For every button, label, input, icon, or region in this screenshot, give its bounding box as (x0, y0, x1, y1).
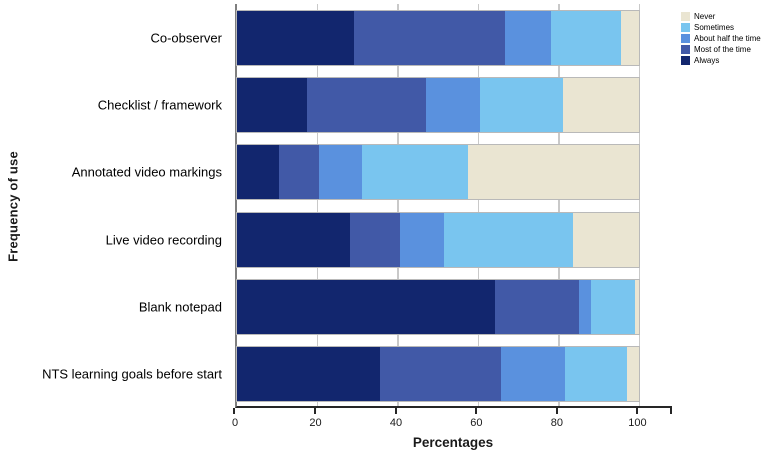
category-label: Blank notepad (138, 299, 222, 315)
bar-segment (562, 78, 640, 132)
category-label: Checklist / framework (97, 97, 222, 113)
legend-item: About half the time (681, 33, 761, 44)
tick-label: 60 (470, 417, 483, 429)
category-labels: Co-observer Checklist / framework Annotate… (0, 4, 228, 408)
x-axis-title: Percentages (412, 435, 494, 450)
tick-mark (233, 408, 235, 414)
bar-segment (237, 78, 308, 132)
bar-segment (635, 280, 640, 334)
bar-segment (627, 347, 640, 402)
tick-mark-end (670, 408, 672, 414)
category-label: Co-observer (150, 30, 222, 46)
legend-label: Sometimes (694, 23, 735, 32)
bar-segment (237, 280, 495, 334)
legend: Never Sometimes About half the time Most of… (681, 11, 761, 66)
category-label: Live video recording (105, 232, 222, 248)
bar-segment (591, 280, 636, 334)
bar-segment (361, 145, 469, 200)
legend-label: About half the time (694, 34, 761, 43)
legend-swatch-icon (681, 12, 690, 21)
gridline-80 (558, 4, 560, 406)
tick-mark (555, 408, 558, 414)
bar-row (235, 144, 641, 201)
legend-item: Always (681, 55, 761, 66)
tick-mark (636, 408, 639, 414)
legend-item: Most of the time (681, 44, 761, 55)
tick-mark (314, 408, 317, 414)
bar-segment (550, 10, 622, 65)
tick-label: 80 (550, 417, 564, 429)
bar-row (235, 279, 641, 335)
bar-segment (621, 10, 640, 65)
bar-segment (307, 78, 427, 132)
bar-segment (349, 212, 400, 267)
bar-row (235, 77, 641, 133)
bar-segment (237, 10, 354, 65)
gridline-20 (316, 4, 319, 406)
legend-swatch-icon (681, 45, 690, 54)
category-label: NTS learning goals before start (42, 366, 222, 382)
bar-segment (504, 10, 551, 65)
category-label: Annotated video markings (71, 164, 222, 180)
tick-mark (475, 408, 478, 414)
bar-row (235, 346, 641, 403)
bar-segment (237, 347, 380, 402)
legend-swatch-icon (681, 34, 690, 43)
bar-segment (379, 347, 501, 402)
tick-label: 0 (231, 417, 239, 429)
plot-area (235, 4, 672, 408)
legend-swatch-icon (681, 56, 690, 65)
bar-segment (468, 145, 640, 200)
legend-swatch-icon (681, 23, 690, 32)
legend-item: Never (681, 11, 761, 22)
bar-segment (237, 212, 350, 267)
bar-segment (399, 212, 445, 267)
bar-row (235, 9, 641, 66)
bar-row (235, 211, 641, 268)
tick-mark (394, 408, 397, 414)
legend-label: Never (694, 12, 716, 21)
legend-label: Always (694, 56, 720, 65)
bar-segment (494, 280, 580, 334)
bar-segment (237, 145, 280, 200)
bar-segment (444, 212, 573, 267)
bar-segment (564, 347, 628, 402)
bar-segment (500, 347, 565, 402)
tick-label: 20 (309, 417, 322, 429)
gridline-40 (397, 4, 399, 406)
bar-segment (579, 280, 592, 334)
bar-segment (353, 10, 505, 65)
bar-segment (426, 78, 481, 132)
bar-segment (319, 145, 362, 200)
bar-segment (480, 78, 563, 132)
bar-segment (572, 212, 640, 267)
gridline-100 (638, 4, 641, 406)
tick-label: 40 (389, 417, 403, 429)
legend-label: Most of the time (694, 45, 751, 54)
tick-label: 100 (628, 417, 647, 429)
bar-segment (279, 145, 320, 200)
legend-item: Sometimes (681, 22, 761, 33)
gridline-60 (477, 4, 480, 406)
